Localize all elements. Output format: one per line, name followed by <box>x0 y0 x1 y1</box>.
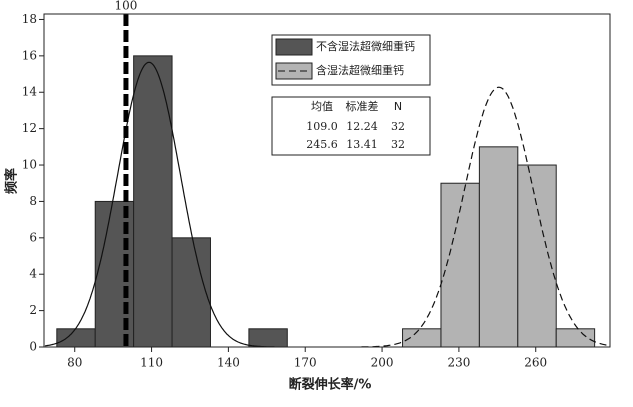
legend-label: 不含湿法超微细重钙 <box>316 39 415 53</box>
histogram-bar <box>402 328 442 348</box>
histogram-bar <box>56 328 96 348</box>
x-tick-label: 140 <box>217 356 240 370</box>
y-tick-label: 8 <box>29 194 37 208</box>
y-tick-label: 2 <box>29 303 37 317</box>
y-axis-label: 频率 <box>4 168 20 194</box>
histogram-bar <box>555 328 596 348</box>
stats-header: N <box>394 100 402 113</box>
histogram-bar <box>171 237 211 348</box>
y-tick-label: 0 <box>29 340 37 354</box>
x-tick-label: 80 <box>67 356 82 370</box>
x-tick-label: 200 <box>371 356 394 370</box>
stats-header: 均值 <box>311 100 333 113</box>
histogram-bar <box>248 328 288 348</box>
legend-label: 含湿法超微细重钙 <box>316 63 404 77</box>
x-tick-label: 230 <box>447 356 470 370</box>
reference-label: 100 <box>115 0 138 13</box>
x-tick-label: 110 <box>140 356 163 370</box>
stats-cell: 13.41 <box>346 138 378 151</box>
y-tick-label: 16 <box>22 48 37 62</box>
y-tick-label: 10 <box>22 158 37 172</box>
y-tick-label: 18 <box>22 12 37 26</box>
legend-swatch <box>275 38 313 56</box>
stats-header: 标准差 <box>346 99 379 113</box>
y-tick-label: 4 <box>29 267 37 281</box>
x-tick-label: 260 <box>524 356 547 370</box>
histogram-bar <box>517 164 557 348</box>
stats-cell: 32 <box>391 138 405 151</box>
stats-cell: 109.0 <box>306 120 338 133</box>
x-axis-label: 断裂伸长率/% <box>289 377 372 393</box>
fit-curve <box>44 61 275 348</box>
stats-cell: 245.6 <box>306 138 338 151</box>
stats-cell: 12.24 <box>346 120 378 133</box>
y-tick-label: 12 <box>22 121 37 135</box>
stats-box <box>271 96 431 156</box>
y-tick-label: 14 <box>22 85 38 99</box>
histogram-bar <box>133 55 173 348</box>
x-tick-label: 170 <box>294 356 317 370</box>
y-tick-label: 6 <box>29 230 37 244</box>
histogram-bar <box>478 146 519 348</box>
plot-frame <box>43 13 611 348</box>
stats-cell: 32 <box>391 120 405 133</box>
